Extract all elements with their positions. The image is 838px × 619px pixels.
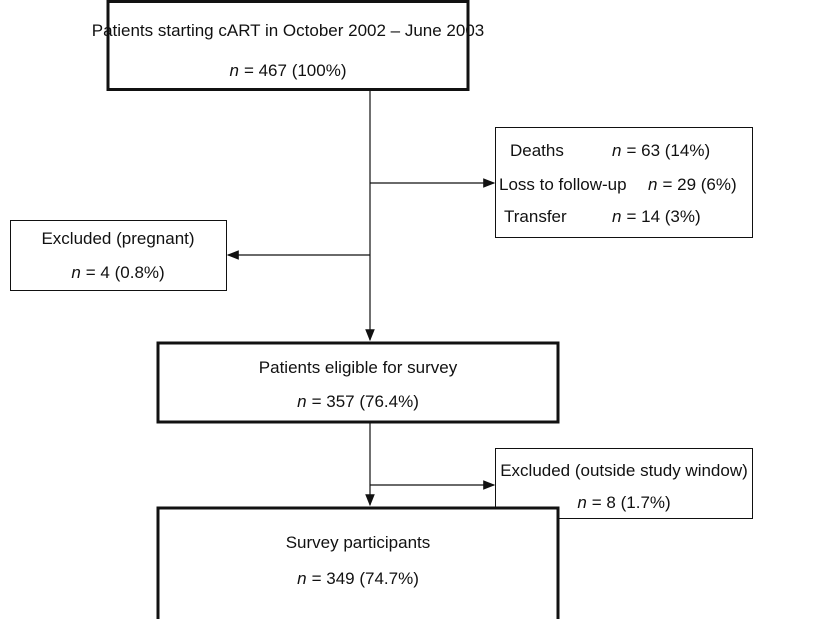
- node-title: Patients starting cART in October 2002 –…: [92, 21, 485, 40]
- count: = 8 (1.7%): [592, 493, 671, 512]
- variable: n: [71, 263, 80, 282]
- exit-count: n = 63 (14%): [612, 141, 710, 160]
- count: = 357 (76.4%): [312, 392, 419, 411]
- variable: n: [229, 61, 238, 80]
- exit-label: Deaths: [510, 141, 564, 160]
- node-box: [106, 0, 470, 91]
- exit-label: Transfer: [504, 207, 567, 226]
- exit-title: Excluded (pregnant): [41, 229, 194, 248]
- exit-box: [495, 127, 753, 238]
- node-title: Patients eligible for survey: [259, 358, 458, 377]
- variable: n: [612, 207, 621, 226]
- exit-count: n = 29 (6%): [648, 175, 737, 194]
- node-count: n = 349 (74.7%): [297, 569, 419, 588]
- exit-count: n = 14 (3%): [612, 207, 701, 226]
- node-box: [156, 341, 560, 424]
- count: = 349 (74.7%): [312, 569, 419, 588]
- count: = 4 (0.8%): [86, 263, 165, 282]
- exit-count: n = 4 (0.8%): [71, 263, 164, 282]
- variable: n: [612, 141, 621, 160]
- variable: n: [648, 175, 657, 194]
- count: = 29 (6%): [662, 175, 736, 194]
- variable: n: [577, 493, 586, 512]
- exit-box: [10, 220, 227, 291]
- node-title: Survey participants: [286, 533, 431, 552]
- count: = 467 (100%): [244, 61, 347, 80]
- variable: n: [297, 569, 306, 588]
- node-box: [156, 506, 560, 619]
- node-count: n = 467 (100%): [229, 61, 346, 80]
- node-count: n = 357 (76.4%): [297, 392, 419, 411]
- exit-count: n = 8 (1.7%): [577, 493, 670, 512]
- variable: n: [297, 392, 306, 411]
- count: = 63 (14%): [626, 141, 710, 160]
- exit-label: Loss to follow-up: [499, 175, 627, 194]
- count: = 14 (3%): [626, 207, 700, 226]
- exit-title: Excluded (outside study window): [500, 461, 748, 480]
